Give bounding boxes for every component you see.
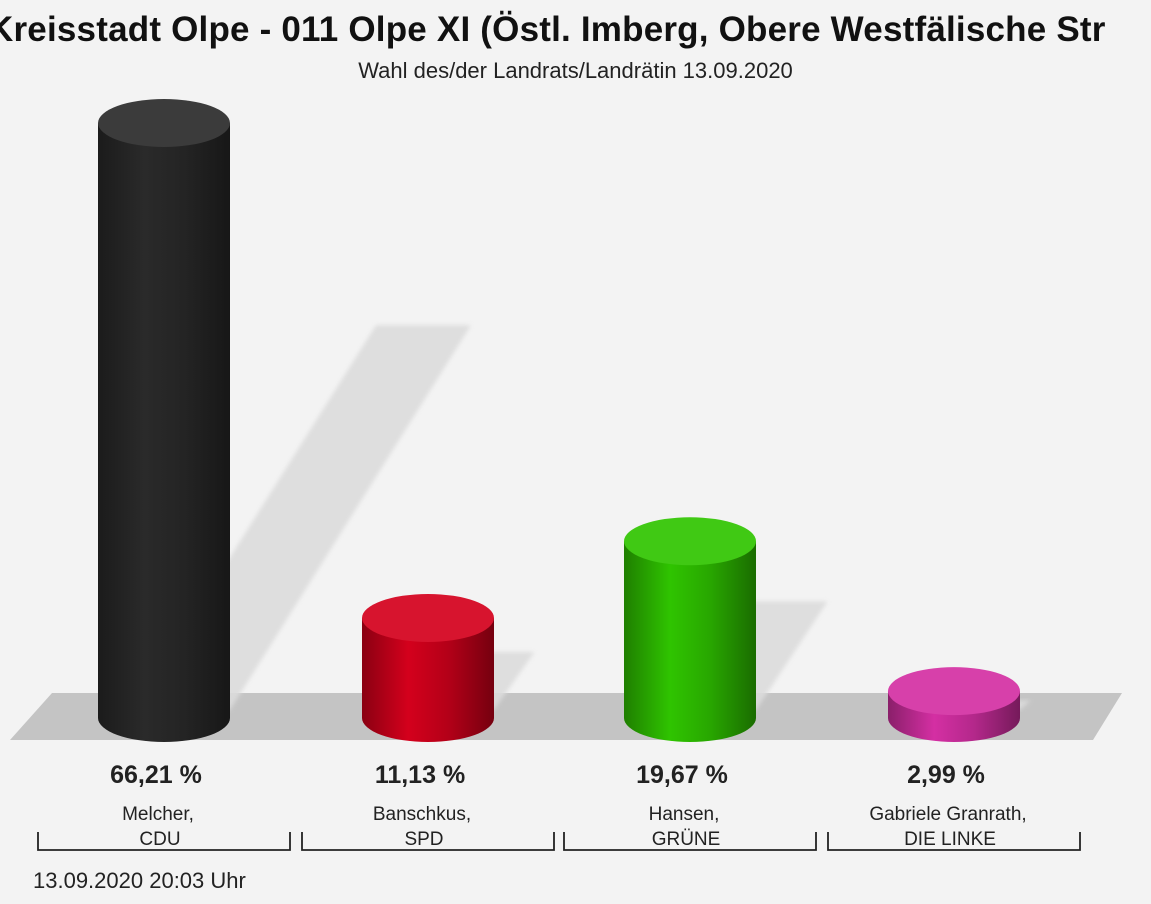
bar-top-1 xyxy=(362,593,494,642)
bar-top-0 xyxy=(98,99,230,147)
chart-title: Kreisstadt Olpe - 011 Olpe XI (Östl. Imb… xyxy=(0,10,1106,49)
bar-top-3 xyxy=(888,667,1020,716)
bar-0 xyxy=(98,123,230,742)
chart-subtitle: Wahl des/der Landrats/Landrätin 13.09.20… xyxy=(358,58,793,83)
category-bracket-3 xyxy=(827,832,1081,851)
candidate-name-0: Melcher, xyxy=(122,804,194,825)
value-label-2: 19,67 % xyxy=(636,761,728,789)
bar-1 xyxy=(362,617,494,742)
value-label-0: 66,21 % xyxy=(110,761,202,789)
category-bracket-0 xyxy=(37,832,291,851)
value-label-1: 11,13 % xyxy=(375,761,465,789)
candidate-name-2: Hansen, xyxy=(649,804,720,825)
bar-2 xyxy=(624,541,756,742)
candidate-name-3: Gabriele Granrath, xyxy=(869,804,1026,825)
chart-floor xyxy=(10,693,1122,740)
bar-top-2 xyxy=(624,517,756,566)
candidate-name-1: Banschkus, xyxy=(373,804,471,825)
party-label-0: CDU xyxy=(139,829,180,850)
category-bracket-1 xyxy=(301,832,555,851)
category-bracket-2 xyxy=(563,832,817,851)
party-label-1: SPD xyxy=(404,829,443,850)
value-label-3: 2,99 % xyxy=(907,761,985,789)
timestamp: 13.09.2020 20:03 Uhr xyxy=(33,868,246,893)
party-label-3: DIE LINKE xyxy=(904,829,996,850)
party-label-2: GRÜNE xyxy=(652,829,721,850)
